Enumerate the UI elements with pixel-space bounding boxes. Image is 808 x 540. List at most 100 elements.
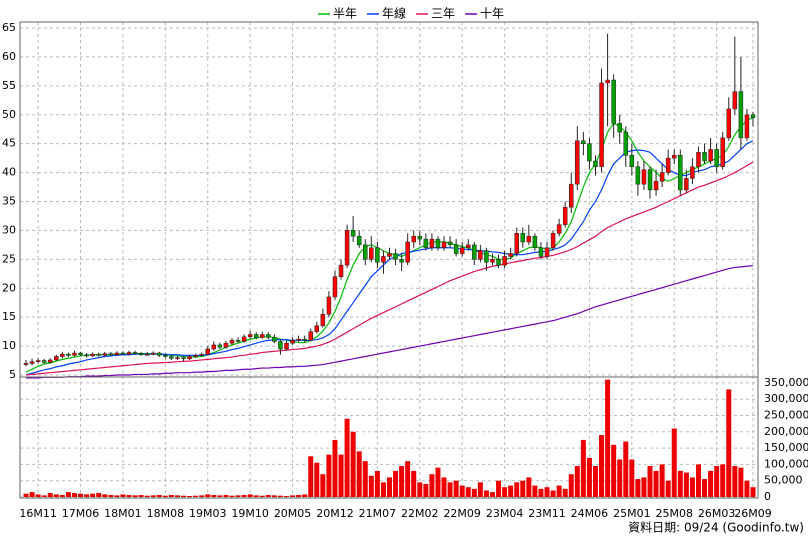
- x-tick-label: 25M08: [655, 507, 693, 520]
- volume-bar: [47, 493, 53, 497]
- x-tick-label: 22M09: [443, 507, 481, 520]
- x-tick-label: 26M09: [734, 507, 772, 520]
- candle-body: [617, 123, 622, 133]
- y-tick-label: 20: [2, 281, 16, 294]
- candle-body: [459, 247, 465, 254]
- volume-bar: [520, 480, 526, 497]
- x-tick-label: 24M06: [571, 507, 609, 520]
- candle-body: [308, 331, 313, 341]
- y-tick-label: 60: [2, 50, 16, 63]
- x-tick-label: 19M03: [189, 507, 227, 520]
- candle-body: [266, 334, 271, 338]
- ma-line: [26, 265, 754, 379]
- volume-bar: [247, 494, 253, 497]
- volume-tick-label: 250,000: [764, 408, 808, 421]
- volume-bar: [702, 479, 708, 497]
- candle-body: [241, 336, 247, 342]
- labels: 5 10 15 20 25 30 35 40 45 50 55 60 65 0 50,000 100,000 1…: [2, 21, 808, 520]
- x-tick-label: 20M12: [316, 507, 354, 520]
- volume-bar: [550, 490, 556, 497]
- candle-body: [338, 264, 344, 277]
- x-tick-label: 18M01: [104, 507, 142, 520]
- candle-body: [678, 154, 683, 191]
- candle-body: [411, 235, 416, 243]
- volume-bar: [496, 480, 502, 497]
- candle-body: [496, 259, 501, 266]
- candle-body: [332, 276, 338, 298]
- x-tick-label: 17M06: [62, 507, 100, 520]
- volume-bar: [211, 495, 217, 497]
- ma-line: [25, 161, 754, 376]
- volume-bar: [65, 492, 71, 497]
- volume-bar: [114, 495, 120, 497]
- volume-bar: [320, 474, 326, 497]
- volume-bar: [429, 474, 435, 497]
- volume-bar: [96, 493, 102, 497]
- x-tick-label: 18M08: [147, 507, 185, 520]
- volume-tick-label: 50,000: [764, 474, 803, 487]
- candle-body: [581, 140, 586, 144]
- volume-bar: [326, 454, 332, 497]
- candle-body: [453, 244, 459, 254]
- candle-body: [502, 256, 507, 266]
- candle-body: [290, 340, 295, 344]
- candle-body: [187, 356, 192, 360]
- volume-tick-label: 200,000: [764, 425, 808, 438]
- x-tick-label: 16M11: [19, 507, 57, 520]
- volume-bar: [84, 494, 90, 497]
- volume-bar: [314, 462, 320, 497]
- candle-body: [744, 114, 750, 139]
- volume-bar: [592, 466, 598, 497]
- candle-body: [635, 166, 641, 185]
- volume-bar: [53, 494, 59, 497]
- candle-body: [720, 137, 725, 168]
- volume-bar: [235, 495, 241, 497]
- volume-bar: [665, 480, 671, 497]
- volume-bar: [253, 495, 259, 497]
- volume-bar: [168, 495, 174, 497]
- volume-bar: [156, 495, 162, 497]
- source-note: 資料日期: 09/24 (Goodinfo.tw): [628, 521, 804, 535]
- candle-body: [120, 352, 126, 355]
- candle-body: [690, 166, 695, 179]
- volume-bar: [489, 492, 495, 497]
- volume-bar: [744, 480, 750, 497]
- candle-body: [253, 334, 259, 338]
- candle-body: [569, 183, 574, 208]
- volume-bar: [695, 464, 701, 497]
- volume-bar: [150, 495, 156, 497]
- volume-bar: [423, 483, 429, 497]
- candle-body: [375, 247, 380, 263]
- volume-bar: [623, 441, 629, 497]
- x-tick-label: 26M03: [698, 507, 736, 520]
- candle-body: [205, 348, 210, 355]
- candle-body: [102, 353, 108, 356]
- candle-body: [35, 360, 41, 362]
- x-tick-label: 25M01: [613, 507, 651, 520]
- candle-body: [611, 79, 616, 124]
- volume-bar: [108, 495, 114, 497]
- candle-body: [417, 235, 423, 240]
- candle-body: [132, 352, 138, 354]
- volume-bar: [720, 464, 726, 497]
- legend-label: 十年: [480, 7, 504, 21]
- candle-body: [96, 353, 101, 356]
- candle-body: [562, 207, 568, 225]
- volume-bar: [29, 492, 35, 497]
- candle-body: [514, 233, 519, 254]
- candle-body: [575, 140, 580, 185]
- candle-body: [520, 233, 526, 243]
- candle-body: [641, 169, 647, 185]
- volume-bar: [380, 482, 386, 497]
- volume-bar: [162, 495, 168, 497]
- y-tick-label: 5: [9, 368, 16, 381]
- volume-bar: [447, 482, 453, 497]
- y-tick-label: 30: [2, 223, 16, 236]
- volume-tick-label: 100,000: [764, 457, 808, 470]
- candle-body: [108, 353, 114, 356]
- volume-bar: [277, 495, 283, 497]
- volume-bar: [332, 439, 338, 497]
- candle-body: [260, 334, 265, 338]
- volume-bar: [399, 466, 405, 497]
